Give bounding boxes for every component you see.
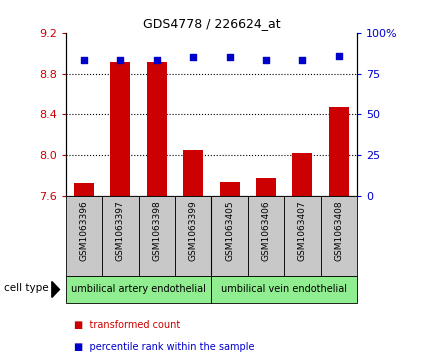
Bar — [175, 196, 211, 276]
Bar — [284, 196, 320, 276]
Title: GDS4778 / 226624_at: GDS4778 / 226624_at — [143, 17, 280, 30]
Text: GSM1063408: GSM1063408 — [334, 200, 343, 261]
Bar — [139, 196, 175, 276]
Bar — [248, 196, 284, 276]
Point — [226, 54, 233, 60]
Bar — [320, 196, 357, 276]
Point — [299, 58, 306, 64]
Point — [190, 54, 197, 60]
Bar — [256, 178, 276, 196]
Text: GSM1063396: GSM1063396 — [79, 200, 88, 261]
Text: GSM1063398: GSM1063398 — [152, 200, 162, 261]
Bar — [110, 62, 130, 196]
Bar — [211, 276, 357, 303]
Text: umbilical artery endothelial: umbilical artery endothelial — [71, 285, 206, 294]
Text: GSM1063407: GSM1063407 — [298, 200, 307, 261]
Text: umbilical vein endothelial: umbilical vein endothelial — [221, 285, 347, 294]
Bar — [220, 182, 240, 196]
Bar — [147, 62, 167, 196]
Text: ■  transformed count: ■ transformed count — [74, 320, 181, 330]
Text: GSM1063405: GSM1063405 — [225, 200, 234, 261]
Bar — [292, 153, 312, 196]
Text: GSM1063406: GSM1063406 — [261, 200, 271, 261]
Text: GSM1063397: GSM1063397 — [116, 200, 125, 261]
Polygon shape — [52, 282, 60, 297]
Point — [117, 58, 124, 64]
Bar — [329, 107, 349, 196]
Bar — [66, 276, 211, 303]
Bar — [211, 196, 248, 276]
Bar — [183, 150, 203, 196]
Point — [263, 58, 269, 64]
Point — [81, 58, 88, 64]
Point — [335, 53, 342, 58]
Bar — [74, 183, 94, 196]
Text: cell type: cell type — [4, 283, 49, 293]
Text: ■  percentile rank within the sample: ■ percentile rank within the sample — [74, 342, 255, 352]
Text: GSM1063399: GSM1063399 — [189, 200, 198, 261]
Point — [153, 58, 160, 64]
Bar — [66, 196, 102, 276]
Bar — [102, 196, 139, 276]
